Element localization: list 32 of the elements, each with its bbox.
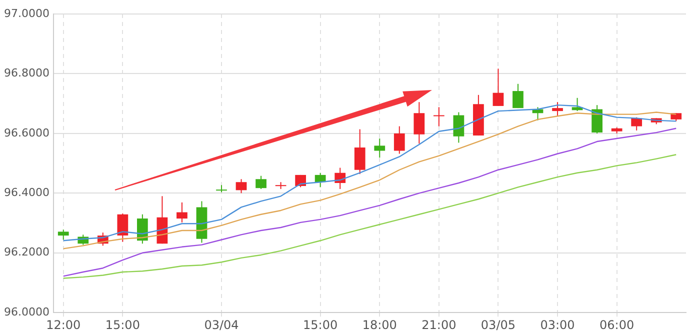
candlestick: [552, 102, 563, 117]
y-tick-label: 96.4000: [4, 186, 50, 200]
y-tick-label: 96.0000: [4, 305, 50, 318]
y-tick-label: 97.0000: [4, 6, 50, 20]
candlestick: [354, 128, 366, 175]
y-tick-label: 96.6000: [4, 126, 50, 140]
x-tick-label: 06:00: [600, 318, 634, 332]
y-tick-label: 96.8000: [4, 66, 50, 80]
candlestick: [117, 212, 128, 242]
candlestick: [414, 102, 425, 144]
x-tick-label: 15:00: [105, 318, 140, 332]
candlestick: [433, 106, 444, 127]
candlestick: [453, 112, 464, 144]
x-tick-label: 03/05: [480, 318, 516, 332]
candlestick: [216, 184, 227, 193]
candlestick: [58, 229, 69, 240]
x-tick-label: 03:00: [540, 318, 575, 332]
y-tick-label: 96.2000: [4, 246, 50, 259]
x-tick-label: 12:00: [46, 318, 81, 332]
x-tick-label: 03/04: [204, 318, 239, 332]
candlestick: [176, 202, 188, 223]
candlestick: [592, 104, 602, 134]
x-tick-label: 18:00: [362, 318, 397, 332]
candlestick: [492, 68, 504, 106]
x-tick-label: 21:00: [422, 318, 456, 332]
candlestick: [512, 83, 524, 109]
candlestick: [374, 138, 386, 158]
candlestick: [256, 175, 266, 190]
candlestick: [394, 126, 405, 154]
candlestick: [314, 172, 326, 188]
x-tick-label: 15:00: [303, 318, 338, 332]
candlestick: [236, 178, 247, 194]
